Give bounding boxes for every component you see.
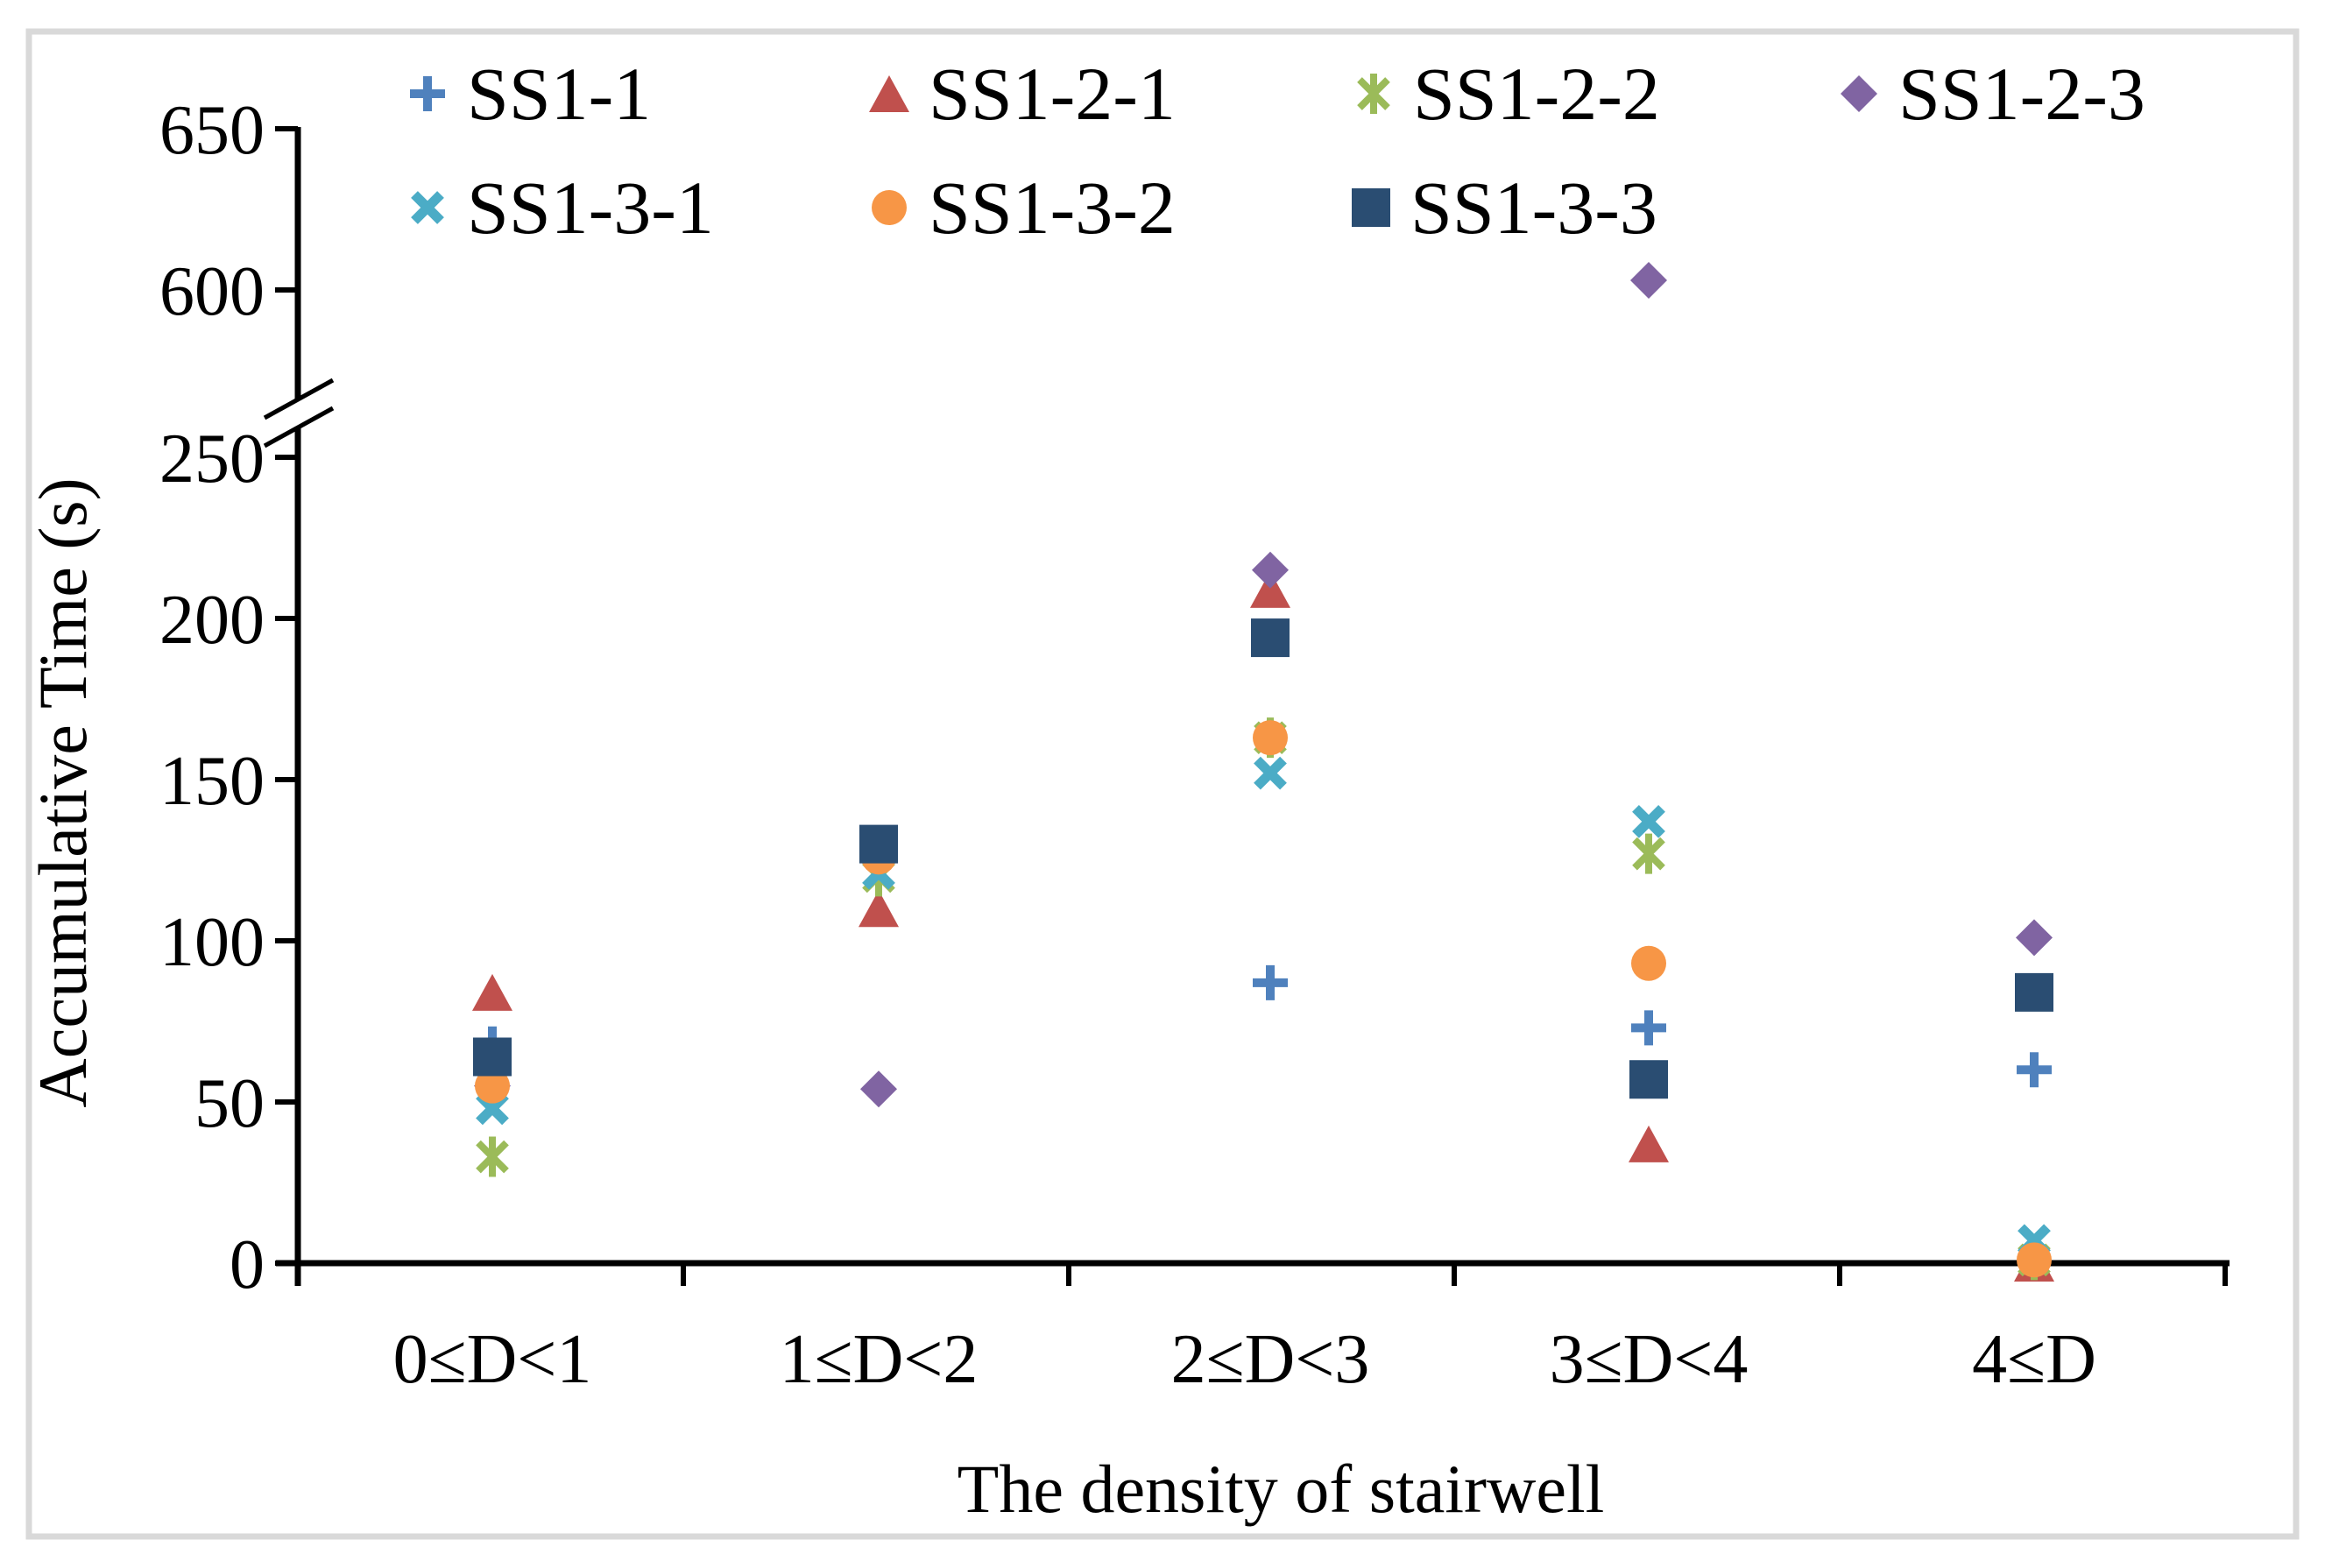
legend-item-SS1-2-3: SS1-2-3: [1841, 52, 2145, 136]
legend-label: SS1-2-3: [1898, 52, 2145, 136]
legend-label: SS1-2-2: [1413, 52, 1660, 136]
y-tick-label: 250: [159, 420, 265, 498]
marker-square: [859, 824, 898, 864]
marker-circle: [1631, 945, 1666, 981]
x-category-label: 2≤D<3: [1171, 1321, 1370, 1398]
marker-asterisk: [1632, 833, 1665, 874]
x-category-label: 0≤D<1: [393, 1321, 592, 1398]
marker-triangle: [859, 890, 899, 928]
x-axis-title: The density of stairwell: [958, 1451, 1605, 1527]
marker-square: [473, 1037, 512, 1077]
legend-item-SS1-2-1: SS1-2-1: [869, 52, 1176, 136]
figure-border: [25, 28, 2300, 1540]
legend-label: SS1-2-1: [929, 52, 1176, 136]
legend-item-SS1-3-2: SS1-3-2: [872, 166, 1176, 250]
axis-break-gap: [292, 400, 305, 427]
y-tick-label: 0: [230, 1226, 265, 1303]
marker-x: [1254, 756, 1287, 790]
legend-diamond-icon: [1841, 75, 1877, 112]
legend-label: SS1-3-1: [467, 166, 714, 250]
marker-square: [1251, 618, 1290, 658]
axis-break-slash: [263, 378, 335, 420]
marker-diamond: [860, 1070, 897, 1108]
legend-square-icon: [1352, 188, 1390, 227]
marker-triangle: [1629, 1125, 1669, 1162]
legend-asterisk-icon: [1357, 74, 1390, 114]
y-tick-label: 600: [159, 253, 265, 330]
legend-circle-icon: [872, 190, 907, 225]
marker-square: [1629, 1060, 1668, 1099]
legend-item-SS1-3-1: SS1-3-1: [411, 166, 714, 250]
y-tick-label: 200: [159, 582, 265, 659]
y-tick-label: 50: [194, 1065, 265, 1142]
marker-circle: [1253, 720, 1288, 756]
legend-triangle-icon: [869, 75, 909, 112]
legend-label: SS1-3-2: [929, 166, 1176, 250]
marker-square: [2015, 972, 2053, 1012]
legend-label: SS1-1: [467, 52, 651, 136]
marker-diamond: [1630, 261, 1667, 299]
marker-triangle: [1250, 570, 1290, 608]
marker-diamond: [1252, 551, 1289, 589]
marker-triangle: [472, 973, 512, 1011]
x-category-label: 1≤D<2: [780, 1321, 979, 1398]
legend-label: SS1-3-3: [1410, 166, 1657, 250]
legend-item-SS1-3-3: SS1-3-3: [1352, 166, 1657, 250]
marker-plus: [1253, 964, 1288, 1000]
legend-item-SS1-2-2: SS1-2-2: [1357, 52, 1660, 136]
marker-asterisk: [476, 1136, 509, 1177]
legend-item-SS1-1: SS1-1: [410, 52, 651, 136]
x-category-label: 3≤D<4: [1550, 1321, 1749, 1398]
marker-plus: [1631, 1010, 1666, 1046]
x-category-label: 4≤D: [1972, 1321, 2096, 1398]
y-tick-label: 650: [159, 92, 265, 169]
y-tick-label: 100: [159, 904, 265, 981]
y-tick-label: 150: [159, 743, 265, 820]
legend-plus-icon: [410, 76, 445, 111]
y-axis-title: Accumulative Time (s): [25, 477, 101, 1107]
marker-circle: [2017, 1242, 2052, 1278]
marker-plus: [2017, 1052, 2052, 1088]
marker-diamond: [2016, 919, 2053, 957]
legend-x-icon: [411, 191, 444, 224]
marker-circle: [475, 1068, 510, 1104]
marker-x: [1632, 804, 1665, 838]
axis-break-slash: [263, 406, 335, 449]
